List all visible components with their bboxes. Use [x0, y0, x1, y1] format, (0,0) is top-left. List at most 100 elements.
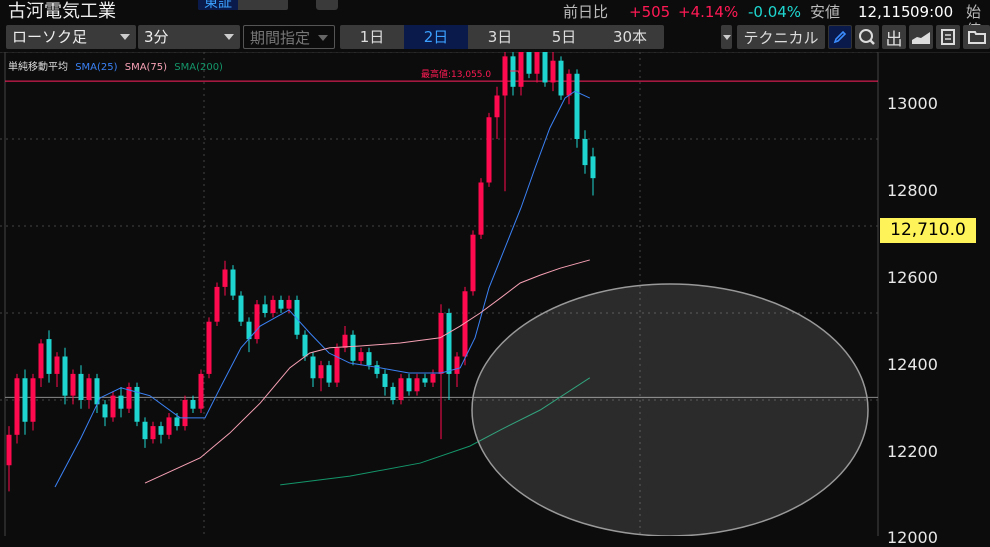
candle-body — [270, 299, 276, 313]
y-tick: 12200 — [887, 442, 938, 461]
period-select[interactable]: 期間指定 — [243, 25, 335, 49]
candle-body — [446, 313, 452, 374]
candle-body — [310, 356, 316, 379]
candle-body — [518, 52, 524, 87]
range-tabs: 1日 2日 3日 5日 30本 — [340, 25, 664, 49]
zoom-icon[interactable] — [855, 25, 879, 49]
candle-body — [174, 417, 180, 427]
candle-body — [342, 334, 348, 348]
low-label: 安値 — [810, 3, 841, 21]
candle-body — [278, 299, 284, 309]
candle-body — [86, 378, 92, 400]
candle-body — [366, 352, 372, 366]
save-icon[interactable] — [936, 25, 960, 49]
candle-body — [566, 73, 572, 96]
chart-type-value: ローソク足 — [12, 28, 88, 46]
area-chart-icon[interactable] — [909, 25, 933, 49]
folder-icon[interactable] — [963, 25, 990, 49]
candle-body — [502, 56, 508, 96]
candle-body — [14, 378, 20, 435]
candle-body — [214, 286, 220, 322]
price-chart[interactable] — [0, 52, 990, 536]
candle-body — [302, 334, 308, 357]
bell-icon[interactable] — [316, 0, 338, 10]
last-price-label: 12,710.0 — [880, 218, 976, 243]
technical-button[interactable]: テクニカル — [737, 25, 825, 49]
candle-body — [494, 95, 500, 118]
candle-body — [246, 321, 252, 340]
candle-body — [182, 400, 188, 427]
exchange-badge[interactable]: 東証 — [198, 0, 288, 10]
range-1d[interactable]: 1日 — [359, 28, 385, 46]
candle-body — [142, 421, 148, 440]
pencil-icon[interactable] — [828, 25, 852, 49]
y-tick: 12400 — [887, 355, 938, 374]
candle-body — [150, 426, 156, 440]
candle-body — [126, 386, 132, 409]
candle-body — [422, 378, 428, 383]
more-dropdown[interactable] — [721, 25, 732, 49]
candle-body — [222, 269, 228, 287]
candle-body — [398, 378, 404, 400]
candle-body — [590, 156, 596, 179]
candle-body — [510, 56, 516, 87]
sma-line — [280, 377, 591, 486]
candle-body — [62, 356, 68, 396]
candle-body — [406, 378, 412, 392]
candle-body — [254, 304, 260, 340]
candle-body — [430, 373, 436, 383]
candle-body — [382, 373, 388, 387]
y-tick: 13000 — [887, 94, 938, 113]
interval-select[interactable]: 3分 — [138, 25, 240, 49]
candle-body — [70, 373, 76, 396]
candle-body — [110, 395, 116, 418]
sub-percent: -0.04% — [748, 3, 802, 21]
candle-body — [486, 117, 492, 183]
candle-body — [374, 365, 380, 374]
candle-body — [198, 373, 204, 409]
candle-body — [318, 365, 324, 379]
candle-body — [478, 182, 484, 235]
candle-body — [470, 234, 476, 292]
highlight-circle — [471, 283, 869, 536]
change-label: 前日比 — [563, 3, 609, 21]
chevron-down-icon — [318, 35, 328, 41]
range-2d[interactable]: 2日 — [404, 25, 468, 49]
candle-body — [238, 295, 244, 322]
y-tick: 12600 — [887, 268, 938, 287]
range-30bars[interactable]: 30本 — [612, 28, 648, 46]
stock-title: 古河電気工業 — [8, 1, 116, 22]
candle-body — [262, 304, 268, 313]
candle-body — [286, 299, 292, 309]
chevron-down-icon — [120, 34, 130, 40]
candle-body — [334, 347, 340, 383]
indicator-legend: 単純移動平均 SMA(25) SMA(75) SMA(200) — [8, 58, 227, 73]
legend-sma200: SMA(200) — [174, 62, 223, 73]
candle-body — [134, 386, 140, 422]
candle-body — [550, 60, 556, 83]
candle-body — [438, 313, 444, 374]
candle-body — [54, 356, 60, 374]
candle-body — [358, 352, 364, 361]
candle-body — [414, 378, 420, 392]
candle-body — [558, 60, 564, 96]
exchange-label: 東証 — [198, 0, 238, 10]
volume-icon[interactable]: 出 — [882, 25, 906, 50]
range-5d[interactable]: 5日 — [551, 28, 577, 46]
candle-body — [22, 378, 28, 422]
high-annotation: 最高値:13,055.0 — [421, 70, 492, 80]
candle-body — [230, 269, 236, 296]
candle-body — [206, 321, 212, 374]
sma-line — [144, 259, 590, 484]
candle-body — [30, 378, 36, 422]
chart-type-select[interactable]: ローソク足 — [6, 25, 136, 49]
range-3d[interactable]: 3日 — [487, 28, 513, 46]
chevron-down-icon — [722, 34, 731, 40]
candle-body — [534, 52, 540, 74]
period-value: 期間指定 — [250, 29, 311, 47]
candle-body — [78, 373, 84, 400]
candle-body — [102, 404, 108, 418]
time-value: 09:00 — [910, 3, 954, 21]
candle-body — [294, 299, 300, 335]
candle-body — [582, 139, 588, 166]
